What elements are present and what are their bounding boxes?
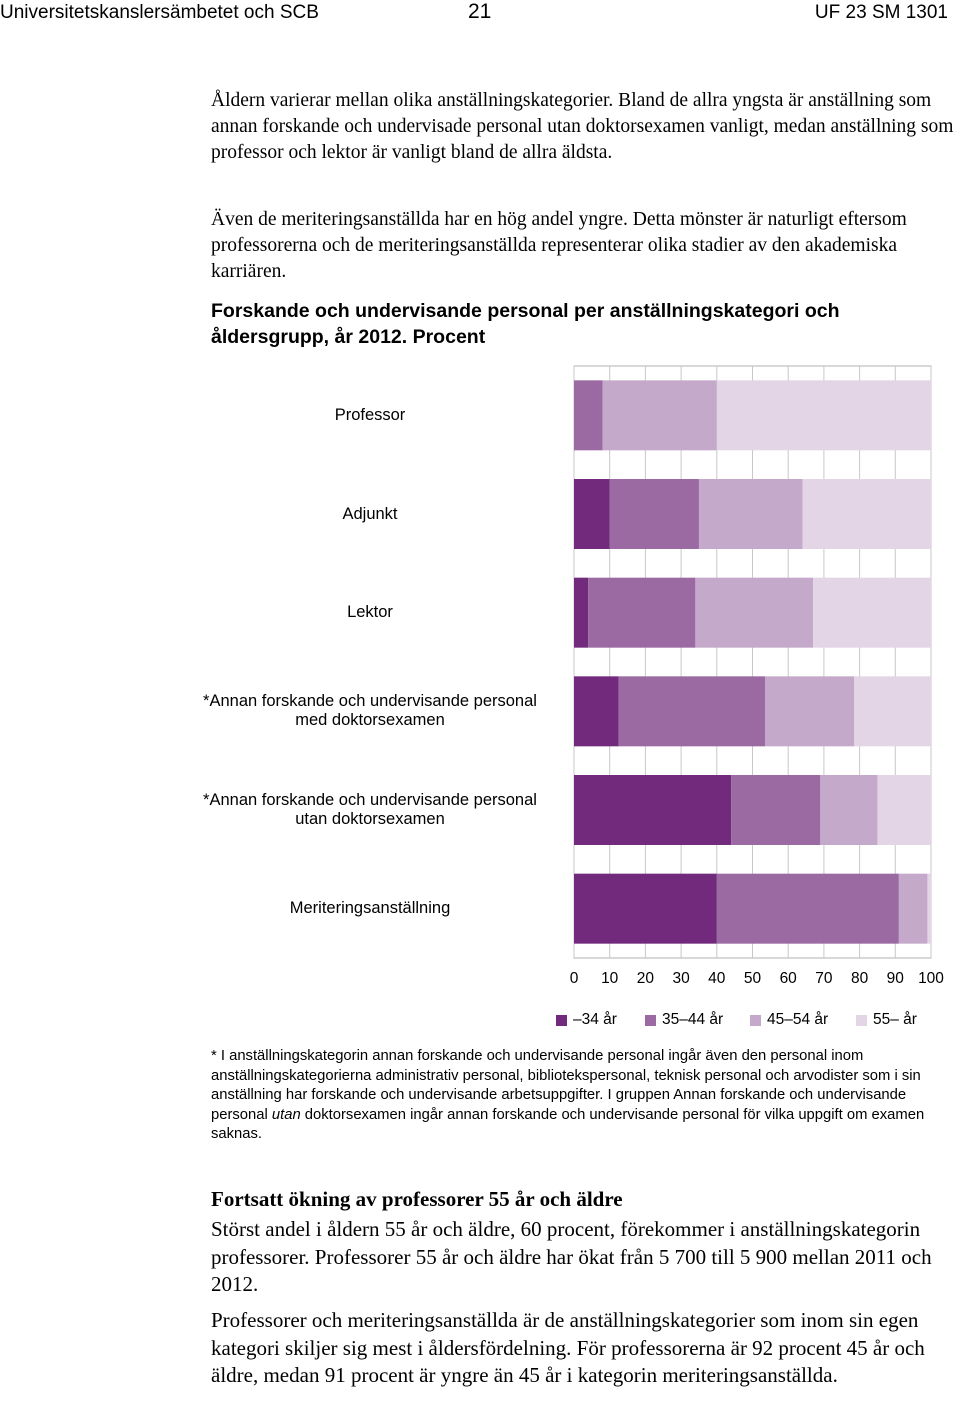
x-tick-label: 60 xyxy=(779,970,797,987)
bar-segment xyxy=(574,577,589,648)
bar-segment xyxy=(764,676,855,747)
x-tick-label: 70 xyxy=(815,970,833,987)
bar-segment xyxy=(574,775,732,845)
legend-item: –34 år xyxy=(556,1011,617,1029)
intro-paragraph-2: Även de meriteringsanställda har en hög … xyxy=(211,209,907,282)
category-label-line: med doktorsexamen xyxy=(295,711,445,730)
legend-item: 45–54 år xyxy=(750,1011,828,1029)
bar-segment xyxy=(574,479,610,549)
footnote-part-2: doktorsexamen ingår annan forskande och … xyxy=(211,1106,925,1143)
section-paragraph-2: Professorer och meriteringsanställda är … xyxy=(211,1308,925,1387)
x-tick-label: 10 xyxy=(601,970,619,987)
category-label: Professor xyxy=(180,380,560,450)
legend-label: 55– år xyxy=(873,1011,917,1028)
bar-segment xyxy=(618,676,765,747)
figure-footnote: * I anställningskategorin annan forskand… xyxy=(211,1047,956,1145)
category-label-line: *Annan forskande och undervisande person… xyxy=(203,692,537,711)
category-label-text: Lektor xyxy=(347,603,393,622)
footnote-emphasis: utan xyxy=(271,1106,301,1123)
category-label-line: Meriteringsanställning xyxy=(289,899,451,918)
x-tick-label: 40 xyxy=(708,970,726,987)
category-label-line: utan doktorsexamen xyxy=(295,810,445,828)
legend-swatch xyxy=(856,1014,867,1026)
legend-label: –34 år xyxy=(573,1011,617,1028)
bar-segment xyxy=(898,873,928,944)
bar-segment xyxy=(695,577,814,648)
category-label-line: Professor xyxy=(334,405,406,424)
x-tick-label: 90 xyxy=(886,970,904,987)
bar-segment xyxy=(716,380,931,451)
bar-segment xyxy=(820,775,878,845)
category-label: *Annan forskande och undervisande person… xyxy=(180,676,560,746)
running-header-right: UF 23 SM 1301 xyxy=(814,2,948,23)
figure-caption: Forskande och undervisande personal per … xyxy=(211,300,840,348)
legend-label: 45–54 år xyxy=(767,1011,829,1028)
legend-swatch xyxy=(750,1014,761,1026)
x-tick-label: 50 xyxy=(743,970,762,987)
x-tick-label: 30 xyxy=(672,970,690,987)
bar-segment xyxy=(574,873,717,944)
bar-segment xyxy=(854,676,931,747)
category-label-text: Meriteringsanställning xyxy=(290,899,451,918)
bar-segment xyxy=(609,479,699,549)
page-number: 21 xyxy=(468,0,492,23)
bar-segment xyxy=(927,873,931,944)
bar-segment xyxy=(574,676,619,747)
legend-swatch xyxy=(556,1014,567,1026)
category-label-text: Professor xyxy=(335,406,406,425)
category-label-line: Lektor xyxy=(347,603,393,622)
x-tick-label: 100 xyxy=(918,970,944,987)
category-label-line: Adjunkt xyxy=(342,504,398,523)
x-tick-label: 20 xyxy=(636,970,655,987)
legend-item: 55– år xyxy=(856,1011,917,1029)
running-header-left: Universitetskanslersämbetet och SCB xyxy=(0,2,319,23)
legend-label: 35–44 år xyxy=(662,1011,724,1028)
intro-paragraph-1: Åldern varierar mellan olika anställning… xyxy=(211,90,954,163)
section-heading: Fortsatt ökning av professorer 55 år och… xyxy=(211,1187,623,1211)
bar-segment xyxy=(716,873,899,944)
footnote-part-1: * I anställningskategorin annan forskand… xyxy=(211,1048,921,1123)
bar-segment xyxy=(731,775,821,845)
bar-segment xyxy=(588,577,696,648)
category-label: Meriteringsanställning xyxy=(180,874,560,944)
legend-item: 35–44 år xyxy=(645,1011,723,1029)
bar-segment xyxy=(602,380,717,451)
category-label-line: *Annan forskande och undervisande person… xyxy=(203,791,537,809)
category-label: Adjunkt xyxy=(180,479,560,549)
section-paragraph-1: Störst andel i åldern 55 år och äldre, 6… xyxy=(211,1217,932,1296)
category-label: *Annan forskande och undervisande person… xyxy=(180,775,560,845)
x-tick-label: 0 xyxy=(569,970,579,987)
category-label-text: *Annan forskande och undervisande person… xyxy=(203,692,537,730)
bar-segment xyxy=(877,775,931,845)
legend-swatch xyxy=(645,1014,656,1026)
category-label-text: Adjunkt xyxy=(342,505,397,524)
x-tick-label: 80 xyxy=(850,970,869,987)
bar-segment xyxy=(813,577,931,648)
bar-segment xyxy=(698,479,803,549)
bar-segment xyxy=(574,380,603,451)
bar-segment xyxy=(802,479,931,549)
category-label-text: *Annan forskande och undervisande person… xyxy=(203,791,537,829)
chart-plot xyxy=(573,365,932,959)
category-label: Lektor xyxy=(180,578,560,648)
